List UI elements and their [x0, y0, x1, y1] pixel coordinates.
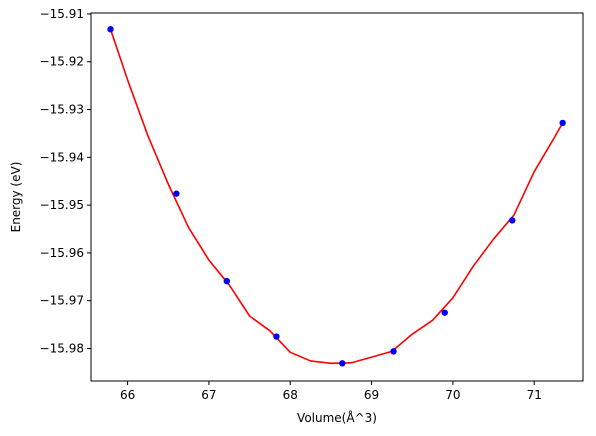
data-point: [559, 119, 566, 127]
data-point: [509, 217, 516, 224]
data-point: [223, 277, 231, 285]
y-tick-label: −15.94: [40, 150, 84, 164]
x-tick-label: 69: [364, 388, 379, 402]
x-tick-label: 71: [527, 388, 542, 402]
data-point: [339, 360, 346, 367]
x-axis-ticks: 66 67 68 69 70 71: [120, 381, 542, 402]
x-tick-label: 70: [445, 388, 460, 402]
y-tick-label: −15.95: [40, 198, 84, 212]
plot-frame: [90, 12, 584, 382]
x-tick-label: 66: [120, 388, 135, 402]
data-point: [273, 333, 280, 340]
y-tick-label: −15.96: [40, 246, 84, 260]
y-tick-label: −15.97: [40, 294, 84, 308]
x-tick-label: 68: [283, 388, 298, 402]
y-axis-label: Energy (eV): [9, 162, 23, 233]
fit-curve: [109, 28, 564, 365]
x-tick-label: 67: [201, 388, 216, 402]
y-tick-label: −15.92: [40, 55, 84, 69]
plot-series: [107, 26, 566, 367]
data-point: [173, 190, 180, 197]
data-point: [107, 26, 114, 33]
data-point: [390, 348, 397, 355]
y-tick-label: −15.98: [40, 342, 84, 356]
y-axis-ticks: −15.91 −15.92 −15.93 −15.94 −15.95 −15.96 −15.…: [40, 7, 91, 356]
y-tick-label: −15.91: [40, 7, 84, 21]
y-tick-label: −15.93: [40, 103, 84, 117]
x-axis-label: Volume(Å^3): [297, 410, 377, 425]
data-point: [441, 309, 448, 316]
